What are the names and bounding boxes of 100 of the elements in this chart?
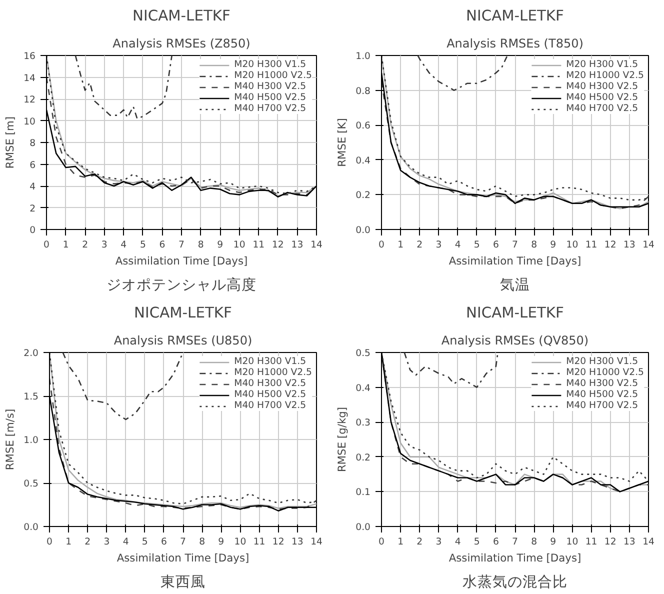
legend-label: M20 H300 V1.5 [234,59,306,70]
x-tick-label: 14 [642,536,654,548]
y-tick-label: 1.0 [356,51,371,62]
y-tick-label: 0.0 [356,225,371,236]
x-tick-label: 9 [550,536,556,548]
legend-label: M40 H700 V2.5 [234,103,306,114]
x-tick-label: 2 [416,536,423,548]
x-tick-label: 7 [512,240,518,250]
legend-label: M40 H300 V2.5 [234,81,306,92]
text: ジオポテンシャル高度 [106,276,256,294]
x-tick-label: 0 [378,536,385,548]
legend-label: M20 H300 V1.5 [234,356,306,367]
x-tick-label: 6 [492,536,499,548]
y-tick-label: 0.0 [356,522,371,533]
x-tick-label: 4 [122,536,129,548]
x-tick-label: 13 [291,536,304,548]
chart-subtitle: Analysis RMSEs (QV850) [441,334,589,348]
x-tick-label: 10 [566,536,578,548]
legend-label: M40 H500 V2.5 [234,92,306,103]
x-tick-label: 5 [474,240,480,250]
x-tick-label: 12 [604,536,616,548]
x-tick-label: 0 [44,240,50,250]
chart-title: NICAM-LETKF [466,8,564,24]
x-tick-label: 3 [436,536,442,548]
y-tick-label: 10 [24,116,36,128]
y-tick-label: 0.3 [356,418,371,429]
y-axis-title: RMSE [m] [4,116,17,169]
x-tick-label: 11 [253,536,266,548]
x-tick-label: 14 [642,240,654,250]
x-tick-label: 3 [104,536,110,548]
y-tick-label: 0.4 [356,155,371,166]
y-tick-label: 4 [30,182,36,192]
x-axis-title: Assimilation Time [Days] [116,552,250,564]
y-tick-label: 6 [30,160,36,171]
x-tick-label: 4 [454,536,461,548]
y-tick-label: 0.6 [356,120,371,132]
legend-label: M20 H300 V1.5 [566,356,638,367]
x-tick-label: 12 [604,240,616,250]
x-tick-label: 8 [531,240,538,250]
legend-label: M40 H300 V2.5 [566,378,638,389]
legend-label: M40 H300 V2.5 [566,81,638,92]
y-tick-label: 0.2 [356,190,371,202]
x-tick-label: 7 [512,536,518,548]
chart-title: NICAM-LETKF [132,8,230,24]
y-tick-label: 1.0 [24,435,39,446]
y-axis-title: RMSE [m/s] [4,408,17,470]
x-tick-label: 1 [62,240,69,250]
y-tick-label: 14 [24,72,36,84]
legend-label: M40 H500 V2.5 [566,92,638,103]
x-tick-label: 1 [398,240,404,250]
legend-label: M40 H500 V2.5 [234,389,306,400]
x-tick-label: 2 [82,240,88,250]
y-tick-label: 0.2 [356,452,371,464]
x-tick-label: 9 [550,240,556,250]
y-tick-label: 0.5 [24,478,39,490]
y-tick-label: 0 [30,225,36,236]
x-tick-label: 7 [180,536,186,548]
legend-label: M40 H700 V2.5 [566,400,638,411]
x-tick-label: 3 [101,240,108,250]
legend-label: M20 H1000 V2.5 [234,70,312,81]
y-tick-label: 16 [24,51,36,62]
x-tick-label: 0 [46,536,53,548]
text: 気温 [500,276,530,294]
y-tick-label: 0.8 [356,86,371,97]
x-tick-label: 4 [454,240,461,250]
x-axis-title: Assimilation Time [Days] [448,552,582,564]
legend-label: M40 H500 V2.5 [566,389,638,400]
x-tick-label: 12 [272,240,284,250]
y-tick-label: 0.1 [356,487,371,498]
x-tick-label: 12 [272,536,284,548]
y-tick-label: 8 [30,138,36,149]
x-tick-label: 8 [531,536,538,548]
legend-label: M40 H300 V2.5 [234,378,306,389]
x-tick-label: 7 [178,240,185,250]
x-tick-label: 14 [310,240,322,250]
chart-title: NICAM-LETKF [466,304,564,322]
legend-label: M20 H300 V1.5 [566,59,638,70]
legend-label: M20 H1000 V2.5 [234,367,312,378]
x-tick-label: 3 [436,240,442,250]
x-tick-label: 6 [159,240,166,250]
x-tick-label: 5 [142,536,148,548]
x-tick-label: 2 [416,240,423,250]
y-tick-label: 0.4 [356,382,371,394]
chart-subtitle: Analysis RMSEs (U850) [114,334,252,348]
chart-subtitle: Analysis RMSEs (Z850) [112,36,250,50]
text: 水蒸気の混合比 [462,574,568,590]
y-tick-label: 2.0 [24,348,39,359]
x-axis-title: Assimilation Time [Days] [448,254,582,268]
x-tick-label: 10 [566,240,578,250]
x-tick-label: 11 [585,536,598,548]
x-tick-label: 13 [291,240,304,250]
x-tick-label: 1 [398,536,404,548]
legend-label: M40 H700 V2.5 [234,400,306,411]
x-tick-label: 14 [310,536,322,548]
x-tick-label: 6 [160,536,167,548]
chart-title: NICAM-LETKF [134,304,232,322]
x-tick-label: 2 [84,536,91,548]
x-tick-label: 11 [585,240,598,250]
x-tick-label: 0 [378,240,385,250]
x-tick-label: 10 [234,536,246,548]
